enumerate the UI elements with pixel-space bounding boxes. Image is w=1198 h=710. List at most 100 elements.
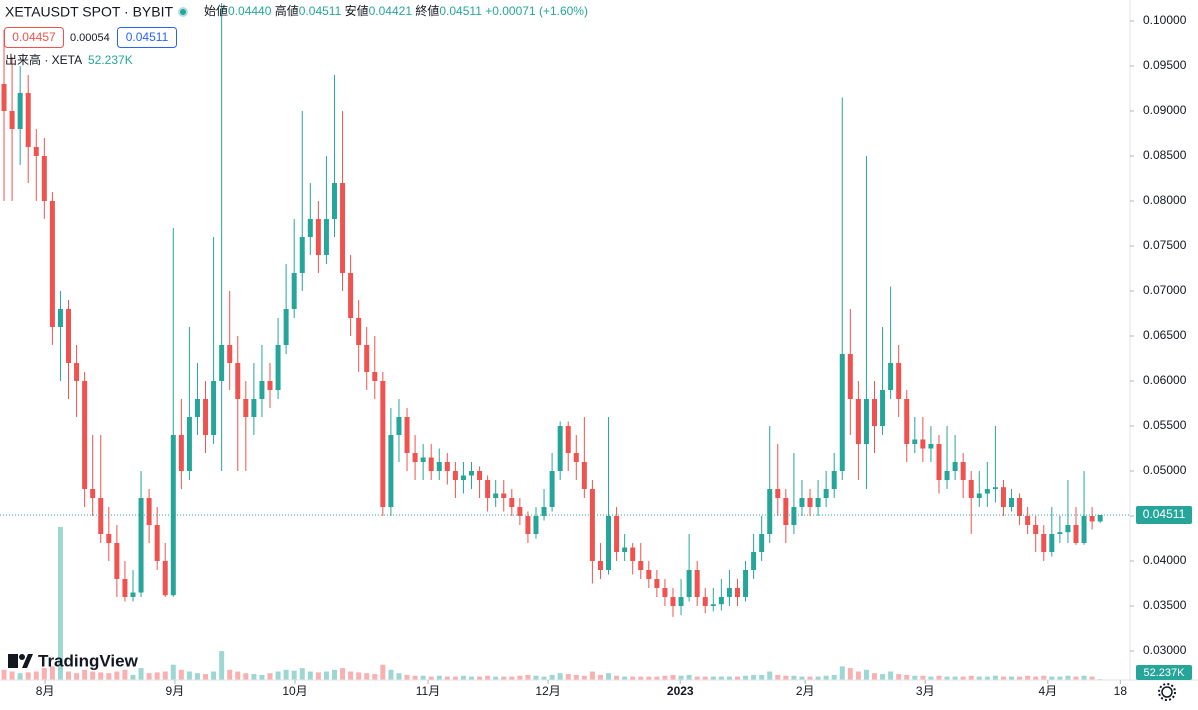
y-tick-label: 0.05000	[1143, 463, 1187, 477]
volume-bar	[452, 676, 458, 680]
volume-bar	[460, 675, 466, 680]
volume-bar	[1065, 675, 1071, 680]
logo-mark	[22, 654, 33, 668]
ohlc-value: 0.04511	[439, 4, 482, 18]
candle-body	[904, 398, 910, 445]
volume-bar	[307, 671, 313, 680]
candle-body	[348, 272, 354, 318]
volume-bar	[622, 676, 628, 680]
volume-bar	[589, 671, 595, 680]
bid-box[interactable]	[4, 27, 64, 48]
volume-bar	[436, 675, 442, 680]
candle-body	[839, 353, 845, 472]
candle-body	[501, 493, 507, 499]
volume-bar	[469, 676, 475, 680]
volume-bar	[847, 668, 853, 680]
x-tick-label: 9月	[166, 684, 185, 698]
candle-body	[920, 439, 926, 449]
candle-body	[98, 498, 104, 535]
volume-bar	[831, 674, 837, 680]
candle-body	[283, 308, 289, 345]
volume-bar	[654, 676, 660, 680]
volume-bar	[1, 669, 7, 680]
bid: 0.04457	[12, 30, 56, 44]
volume-bar	[33, 671, 39, 680]
candle-body	[928, 444, 934, 449]
volume-bar	[17, 673, 23, 680]
x-tick-label: 12月	[535, 684, 560, 698]
logo-mark	[8, 654, 18, 668]
candle-body	[702, 597, 708, 607]
volume-bar	[1009, 676, 1015, 680]
volume-bar	[759, 674, 765, 680]
volume-bar	[1049, 676, 1055, 680]
volume-bar	[799, 676, 805, 680]
candle-body	[622, 547, 628, 553]
last-price-label: 0.04511	[1143, 507, 1186, 521]
candle-body	[533, 516, 539, 535]
volume-bar	[186, 671, 192, 680]
x-tick-label: 2月	[796, 684, 815, 698]
ask-box[interactable]	[117, 27, 177, 48]
volume-bar	[1073, 676, 1079, 680]
candle-body	[444, 462, 450, 472]
candle-body	[815, 498, 821, 508]
candle-body	[388, 435, 394, 508]
volume-bar	[646, 676, 652, 680]
candle-body	[799, 498, 805, 508]
candle-body	[638, 561, 644, 571]
volume-bar	[1017, 676, 1023, 680]
candle-body	[775, 489, 781, 499]
volume-bar	[863, 669, 869, 680]
ohlc-label: 安値	[345, 3, 369, 18]
volume-bar	[444, 676, 450, 680]
candle-body	[823, 489, 829, 499]
candle-body	[307, 218, 313, 237]
candle-body	[90, 489, 96, 499]
volume-bar	[1041, 675, 1047, 680]
header: XETAUSDT SPOT · BYBIT 始値0.04440 高値0.0451…	[4, 3, 588, 67]
candle-body	[412, 453, 418, 463]
candle-body	[807, 498, 813, 508]
candle-body	[783, 498, 789, 526]
volume-bar	[662, 675, 668, 680]
volume-bar	[960, 676, 966, 680]
candle-body	[380, 380, 386, 508]
candle-body	[299, 236, 305, 273]
ohlc-label: 高値	[275, 3, 299, 18]
volume-bar	[710, 676, 716, 680]
volume-bar	[162, 671, 168, 680]
volume-label: 52.237K	[1144, 667, 1186, 679]
volume-bar	[767, 671, 773, 680]
x-tick-label: 11月	[416, 684, 440, 698]
volume-bar	[1081, 675, 1087, 680]
candle-body	[614, 516, 620, 553]
candle-body	[944, 471, 950, 481]
settings-icon[interactable]	[1158, 683, 1176, 701]
ohlc-value: 0.04440	[228, 4, 272, 18]
candle-body	[178, 435, 184, 472]
symbol: XETAUSDT SPOT · BYBIT	[5, 4, 173, 20]
volume-bar	[984, 676, 990, 680]
candle-body	[581, 462, 587, 490]
volume-bar	[9, 671, 15, 680]
candle-body	[718, 597, 724, 605]
y-tick-label: 0.06500	[1143, 328, 1187, 342]
candle-body	[211, 380, 217, 436]
candle-body	[460, 475, 466, 481]
volume-bar	[66, 671, 72, 680]
candle-body	[146, 498, 152, 526]
candle-body	[106, 534, 112, 544]
candle-body	[41, 155, 47, 201]
volume-bar	[235, 671, 241, 680]
candle-body	[323, 218, 329, 255]
volume-bar	[219, 651, 225, 680]
y-tick-label: 0.10000	[1143, 13, 1187, 27]
candle-body	[847, 353, 853, 399]
x-tick-label: 8月	[36, 684, 55, 698]
gear[interactable]	[1161, 686, 1173, 698]
candle-body	[1081, 516, 1087, 544]
ohlc-value: 0.04511	[299, 4, 342, 18]
y-tick-label: 0.07000	[1143, 283, 1187, 297]
candle-body	[66, 308, 72, 363]
